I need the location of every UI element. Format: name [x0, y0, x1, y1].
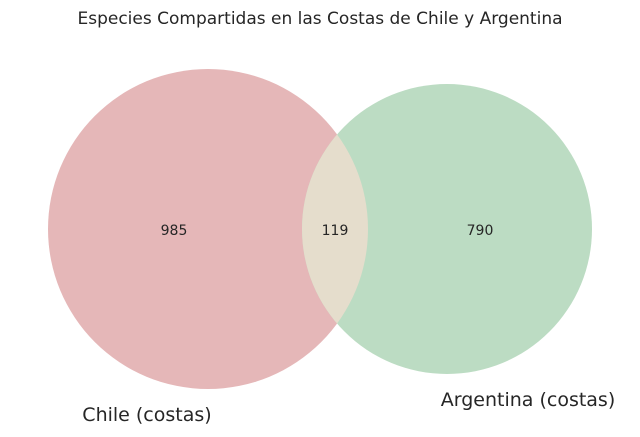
- set-label-chile: Chile (costas): [82, 404, 211, 426]
- chile-only-count: 985: [161, 223, 188, 239]
- set-circle-argentina: [302, 84, 592, 374]
- set-label-argentina: Argentina (costas): [441, 389, 616, 411]
- argentina-only-count: 790: [467, 223, 494, 239]
- chart-title: Especies Compartidas en las Costas de Ch…: [77, 9, 562, 29]
- intersection-count: 119: [322, 223, 349, 239]
- set-circle-chile: [48, 69, 368, 389]
